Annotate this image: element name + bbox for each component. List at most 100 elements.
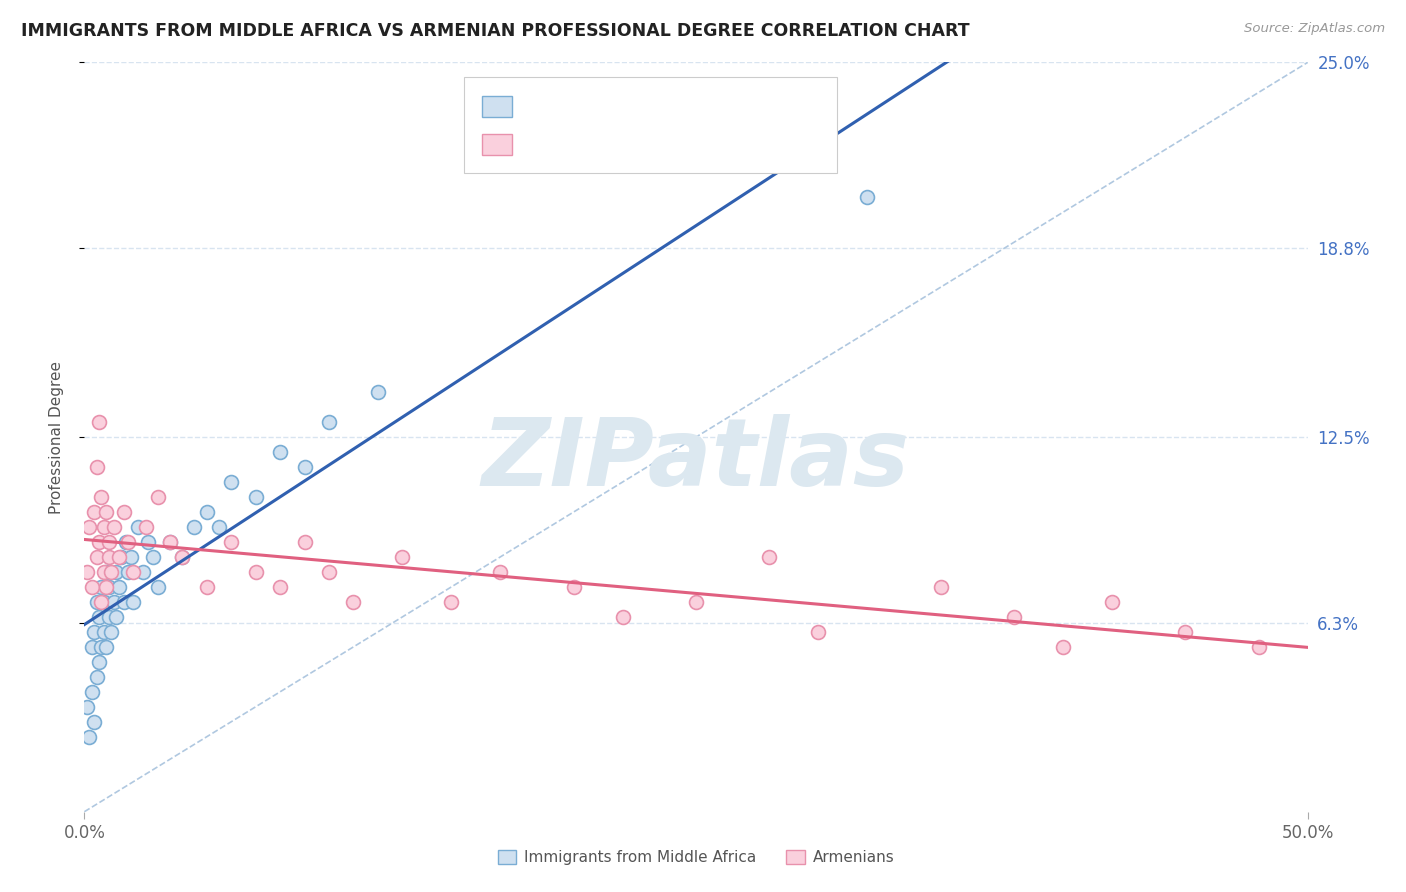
Point	[83, 714, 105, 729]
Point	[489, 565, 512, 579]
Point	[208, 520, 231, 534]
Point	[929, 580, 952, 594]
Point	[269, 580, 291, 594]
Point	[318, 415, 340, 429]
Point	[97, 549, 120, 564]
Point	[96, 505, 118, 519]
Point	[195, 580, 218, 594]
Point	[105, 565, 128, 579]
Point	[105, 610, 128, 624]
Legend: Immigrants from Middle Africa, Armenians: Immigrants from Middle Africa, Armenians	[492, 844, 900, 871]
Point	[136, 535, 159, 549]
FancyBboxPatch shape	[482, 134, 513, 154]
Point	[219, 475, 242, 489]
Point	[612, 610, 634, 624]
Point	[90, 640, 112, 654]
Text: R =   0.484   N = 46: R = 0.484 N = 46	[522, 99, 697, 114]
Point	[77, 520, 100, 534]
Point	[76, 565, 98, 579]
Point	[127, 520, 149, 534]
Point	[83, 624, 105, 639]
Point	[97, 580, 120, 594]
Point	[685, 595, 707, 609]
Point	[112, 595, 135, 609]
Point	[93, 565, 115, 579]
Point	[110, 549, 132, 564]
Point	[90, 580, 112, 594]
Point	[93, 624, 115, 639]
Point	[112, 505, 135, 519]
Point	[132, 565, 155, 579]
Point	[135, 520, 157, 534]
Point	[96, 580, 118, 594]
Text: Source: ZipAtlas.com: Source: ZipAtlas.com	[1244, 22, 1385, 36]
Point	[391, 549, 413, 564]
Point	[562, 580, 585, 594]
Point	[100, 565, 122, 579]
Point	[122, 565, 145, 579]
Point	[80, 640, 103, 654]
Point	[90, 490, 112, 504]
Point	[159, 535, 181, 549]
Point	[172, 549, 194, 564]
Point	[93, 595, 115, 609]
Point	[294, 460, 316, 475]
Point	[97, 535, 120, 549]
Point	[245, 565, 267, 579]
Point	[245, 490, 267, 504]
Point	[100, 624, 122, 639]
Point	[87, 415, 110, 429]
Point	[146, 490, 169, 504]
Point	[1174, 624, 1197, 639]
Point	[142, 549, 165, 564]
Y-axis label: Professional Degree: Professional Degree	[49, 360, 63, 514]
FancyBboxPatch shape	[482, 96, 513, 117]
Point	[115, 535, 138, 549]
Point	[86, 595, 108, 609]
Point	[107, 549, 129, 564]
Point	[172, 549, 194, 564]
Point	[103, 595, 125, 609]
Point	[120, 549, 142, 564]
Point	[103, 520, 125, 534]
Point	[86, 549, 108, 564]
Point	[86, 460, 108, 475]
Point	[90, 595, 112, 609]
Point	[856, 190, 879, 204]
Point	[1052, 640, 1074, 654]
Point	[122, 595, 145, 609]
FancyBboxPatch shape	[464, 78, 837, 173]
Point	[87, 535, 110, 549]
Point	[80, 685, 103, 699]
Point	[76, 699, 98, 714]
Point	[96, 565, 118, 579]
Point	[318, 565, 340, 579]
Point	[367, 385, 389, 400]
Text: IMMIGRANTS FROM MIDDLE AFRICA VS ARMENIAN PROFESSIONAL DEGREE CORRELATION CHART: IMMIGRANTS FROM MIDDLE AFRICA VS ARMENIA…	[21, 22, 970, 40]
Point	[87, 610, 110, 624]
Point	[117, 565, 139, 579]
Point	[1101, 595, 1123, 609]
Point	[107, 580, 129, 594]
Point	[342, 595, 364, 609]
Point	[117, 535, 139, 549]
Point	[93, 520, 115, 534]
Point	[294, 535, 316, 549]
Point	[183, 520, 205, 534]
Point	[219, 535, 242, 549]
Point	[87, 655, 110, 669]
Point	[1247, 640, 1270, 654]
Point	[1002, 610, 1025, 624]
Point	[146, 580, 169, 594]
Point	[269, 445, 291, 459]
Point	[96, 640, 118, 654]
Point	[758, 549, 780, 564]
Point	[195, 505, 218, 519]
Point	[440, 595, 463, 609]
Text: R = -0.204   N = 47: R = -0.204 N = 47	[522, 136, 693, 152]
Point	[86, 670, 108, 684]
Point	[77, 730, 100, 744]
Point	[80, 580, 103, 594]
Point	[97, 610, 120, 624]
Point	[159, 535, 181, 549]
